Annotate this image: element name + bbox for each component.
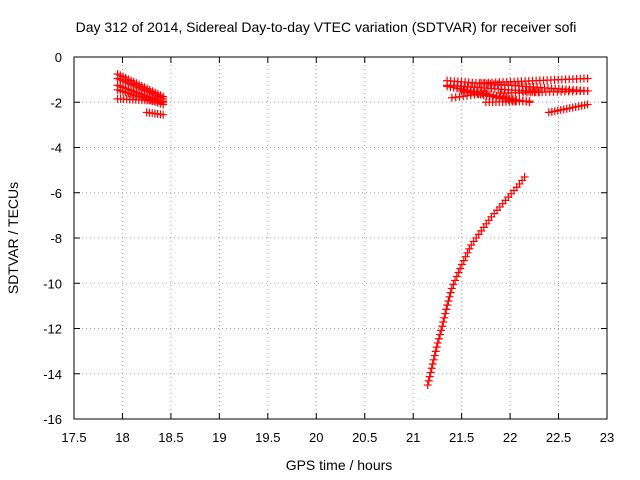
chart-title: Day 312 of 2014, Sidereal Day-to-day VTE… [76, 19, 577, 35]
data-point [440, 313, 449, 322]
y-tick-label: -14 [43, 367, 62, 382]
data-point [525, 97, 534, 106]
data-point [423, 381, 432, 390]
data-point [456, 264, 465, 273]
data-point [520, 172, 529, 181]
y-tick-label: -10 [43, 276, 62, 291]
y-axis-label: SDTVAR / TECUs [5, 182, 21, 294]
data-point [444, 296, 453, 305]
x-tick-label: 20 [309, 430, 323, 445]
plot-frame [73, 56, 608, 420]
data-point [454, 268, 463, 277]
y-tick-label: 0 [55, 50, 62, 65]
data-point [426, 368, 435, 377]
x-tick-label: 22.5 [546, 430, 571, 445]
data-point [451, 276, 460, 285]
data-point [159, 110, 168, 119]
data-point [159, 97, 168, 106]
data-point [463, 248, 472, 257]
data-point [446, 83, 455, 92]
data-point [431, 347, 440, 356]
data-point [442, 305, 451, 314]
x-tick-label: 18 [115, 430, 129, 445]
data-point [432, 343, 441, 352]
data-point [438, 322, 447, 331]
data-point [446, 288, 455, 297]
data-point [456, 84, 465, 93]
x-tick-label: 18.5 [158, 430, 183, 445]
x-tick-label: 19 [212, 430, 226, 445]
data-point [428, 360, 437, 369]
data-point [583, 100, 592, 109]
data-point [443, 301, 452, 310]
data-point [583, 74, 592, 83]
data-marks [113, 69, 592, 390]
data-point [434, 334, 443, 343]
y-tick-label: -4 [50, 141, 62, 156]
data-point [583, 86, 592, 95]
data-point [449, 83, 458, 92]
x-tick-label: 19.5 [255, 430, 280, 445]
data-point [433, 338, 442, 347]
data-point [441, 309, 450, 318]
y-tick-label: -8 [50, 231, 62, 246]
data-point [430, 351, 439, 360]
data-point [449, 280, 458, 289]
x-tick-label: 20.5 [352, 430, 377, 445]
data-point [436, 330, 445, 339]
x-axis-label: GPS time / hours [286, 457, 393, 473]
y-tick-label: -16 [43, 412, 62, 427]
data-point [461, 252, 470, 261]
data-point [429, 355, 438, 364]
y-tick-label: -6 [50, 186, 62, 201]
data-point [465, 244, 474, 253]
data-point [443, 82, 452, 91]
x-tick-label: 23 [600, 430, 614, 445]
data-point [457, 260, 466, 269]
x-tick-label: 21 [406, 430, 420, 445]
data-point [447, 284, 456, 293]
x-tick-label: 22 [503, 430, 517, 445]
x-tick-label: 17.5 [61, 430, 86, 445]
grid [74, 57, 607, 419]
data-point [459, 256, 468, 265]
data-point [437, 326, 446, 335]
data-point [424, 376, 433, 385]
data-point [425, 372, 434, 381]
data-point [439, 318, 448, 327]
ticks: 17.5 18 18.5 19 19.5 20 20.5 21 21.5 22 22.5 23 0 -2 -… [43, 50, 614, 445]
y-tick-label: -2 [50, 95, 62, 110]
x-tick-label: 21.5 [449, 430, 474, 445]
data-point [427, 364, 436, 373]
data-point [452, 272, 461, 281]
data-point [481, 89, 490, 98]
data-point [445, 292, 454, 301]
data-point [452, 84, 461, 93]
y-tick-label: -12 [43, 322, 62, 337]
